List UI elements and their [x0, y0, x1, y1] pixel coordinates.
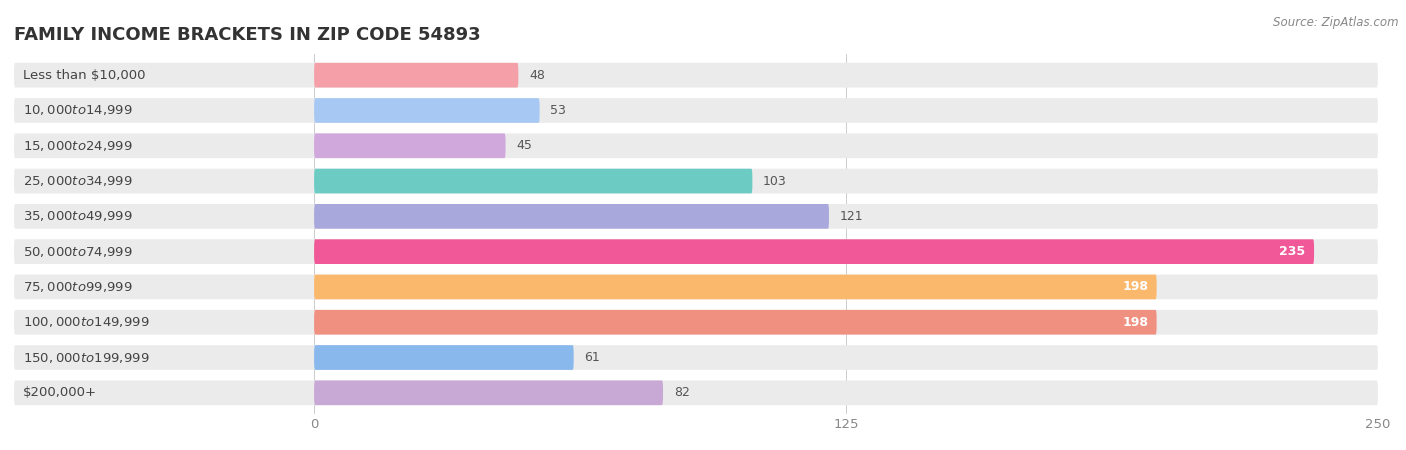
Text: 198: 198: [1122, 316, 1149, 329]
FancyBboxPatch shape: [14, 63, 1378, 88]
Text: Source: ZipAtlas.com: Source: ZipAtlas.com: [1274, 16, 1399, 29]
Text: 61: 61: [585, 351, 600, 364]
FancyBboxPatch shape: [14, 345, 1378, 370]
FancyBboxPatch shape: [14, 98, 1378, 123]
FancyBboxPatch shape: [14, 133, 1378, 158]
FancyBboxPatch shape: [314, 204, 830, 229]
FancyBboxPatch shape: [14, 204, 1378, 229]
Text: $75,000 to $99,999: $75,000 to $99,999: [22, 280, 132, 294]
FancyBboxPatch shape: [314, 98, 540, 123]
Text: FAMILY INCOME BRACKETS IN ZIP CODE 54893: FAMILY INCOME BRACKETS IN ZIP CODE 54893: [14, 26, 481, 44]
Text: $150,000 to $199,999: $150,000 to $199,999: [22, 351, 149, 364]
FancyBboxPatch shape: [14, 310, 1378, 335]
Text: 53: 53: [550, 104, 567, 117]
FancyBboxPatch shape: [314, 239, 1315, 264]
Text: $35,000 to $49,999: $35,000 to $49,999: [22, 209, 132, 223]
FancyBboxPatch shape: [314, 133, 506, 158]
FancyBboxPatch shape: [14, 169, 1378, 194]
Text: 103: 103: [763, 175, 787, 188]
Text: $15,000 to $24,999: $15,000 to $24,999: [22, 139, 132, 153]
FancyBboxPatch shape: [314, 345, 574, 370]
Text: $10,000 to $14,999: $10,000 to $14,999: [22, 104, 132, 117]
FancyBboxPatch shape: [314, 274, 1157, 299]
Text: $200,000+: $200,000+: [22, 386, 97, 399]
FancyBboxPatch shape: [14, 380, 1378, 405]
Text: 45: 45: [516, 139, 531, 152]
Text: 82: 82: [673, 386, 689, 399]
Text: 48: 48: [529, 69, 546, 82]
Text: 198: 198: [1122, 280, 1149, 293]
FancyBboxPatch shape: [14, 239, 1378, 264]
Text: $50,000 to $74,999: $50,000 to $74,999: [22, 245, 132, 259]
FancyBboxPatch shape: [14, 274, 1378, 299]
Text: 235: 235: [1279, 245, 1306, 258]
FancyBboxPatch shape: [314, 63, 519, 88]
FancyBboxPatch shape: [314, 310, 1157, 335]
Text: 121: 121: [839, 210, 863, 223]
Text: $25,000 to $34,999: $25,000 to $34,999: [22, 174, 132, 188]
Text: $100,000 to $149,999: $100,000 to $149,999: [22, 315, 149, 329]
Text: Less than $10,000: Less than $10,000: [22, 69, 145, 82]
FancyBboxPatch shape: [314, 169, 752, 194]
FancyBboxPatch shape: [314, 380, 664, 405]
